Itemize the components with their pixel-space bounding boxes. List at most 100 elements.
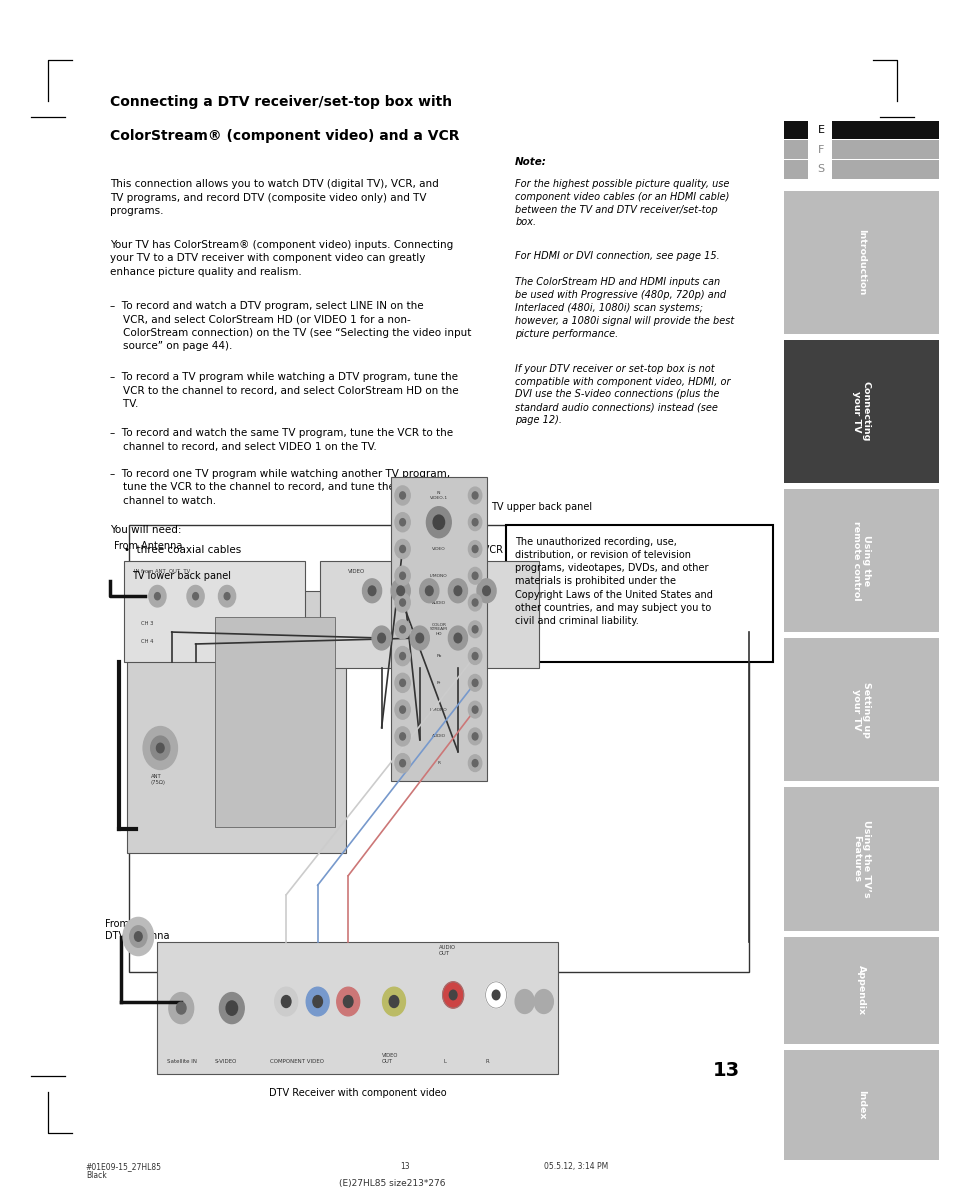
Text: –  To record and watch a DTV program, select LINE IN on the
    VCR, and select : – To record and watch a DTV program, sel… <box>110 301 471 352</box>
Text: Index: Index <box>856 1090 865 1119</box>
Text: The ColorStream HD and HDMI inputs can
be used with Progressive (480p, 720p) and: The ColorStream HD and HDMI inputs can b… <box>515 278 734 339</box>
Text: L/MONO: L/MONO <box>430 574 447 577</box>
Bar <box>783 638 938 781</box>
Circle shape <box>472 625 477 632</box>
Bar <box>783 787 938 931</box>
Circle shape <box>449 990 456 1000</box>
Circle shape <box>492 990 499 1000</box>
Circle shape <box>343 995 353 1007</box>
Text: ANT
(75Ω): ANT (75Ω) <box>151 774 166 785</box>
Text: 13: 13 <box>400 1162 410 1172</box>
Circle shape <box>224 593 230 600</box>
Circle shape <box>391 579 410 602</box>
Text: –  To record one TV program while watching another TV program,
    tune the VCR : – To record one TV program while watchin… <box>110 469 450 506</box>
Text: Pb: Pb <box>436 654 441 659</box>
Text: Note:: Note: <box>515 157 546 167</box>
Text: #01E09-15_27HL85: #01E09-15_27HL85 <box>86 1162 162 1172</box>
Circle shape <box>377 633 385 643</box>
Circle shape <box>468 540 481 557</box>
Text: The unauthorized recording, use,
distribution, or revision of television
program: The unauthorized recording, use, distrib… <box>515 537 712 626</box>
Text: Satellite IN: Satellite IN <box>167 1059 196 1064</box>
Circle shape <box>534 990 553 1013</box>
Text: Pr: Pr <box>436 681 440 685</box>
Circle shape <box>468 648 481 665</box>
Circle shape <box>395 754 410 773</box>
Circle shape <box>454 586 461 595</box>
Circle shape <box>433 515 444 530</box>
Text: IN from ANT  OUT  TV: IN from ANT OUT TV <box>133 569 190 574</box>
Circle shape <box>426 507 451 538</box>
Circle shape <box>395 727 410 746</box>
Circle shape <box>395 513 410 532</box>
Text: For HDMI or DVI connection, see page 15.: For HDMI or DVI connection, see page 15. <box>515 251 720 260</box>
Bar <box>783 191 938 334</box>
Text: F: F <box>817 144 823 155</box>
Circle shape <box>472 760 477 767</box>
Circle shape <box>425 586 433 595</box>
Bar <box>129 525 748 972</box>
Text: TV lower back panel: TV lower back panel <box>132 571 231 581</box>
Circle shape <box>515 990 534 1013</box>
Bar <box>783 340 938 483</box>
Text: VIDEO
OUT: VIDEO OUT <box>381 1053 397 1064</box>
Bar <box>783 489 938 632</box>
Text: From Antenna: From Antenna <box>114 542 183 551</box>
Text: Using the TV’s
Features: Using the TV’s Features <box>851 820 870 898</box>
Circle shape <box>274 988 297 1016</box>
Circle shape <box>468 514 481 531</box>
Text: –  To record and watch the same TV program, tune the VCR to the
    channel to r: – To record and watch the same TV progra… <box>110 428 453 452</box>
Text: COLOR
STREAM
HD: COLOR STREAM HD <box>430 623 447 636</box>
Text: S: S <box>817 165 823 174</box>
Circle shape <box>362 579 381 602</box>
Text: ColorStream® (component video) and a VCR: ColorStream® (component video) and a VCR <box>110 129 458 143</box>
Circle shape <box>395 647 410 666</box>
Circle shape <box>472 653 477 660</box>
Text: E: E <box>817 125 823 135</box>
Circle shape <box>410 626 429 650</box>
Circle shape <box>187 586 204 607</box>
Circle shape <box>219 993 244 1024</box>
Circle shape <box>476 579 496 602</box>
Circle shape <box>123 917 153 956</box>
Bar <box>783 937 938 1044</box>
Text: Black: Black <box>86 1172 107 1181</box>
Circle shape <box>281 995 291 1007</box>
Circle shape <box>395 539 410 558</box>
Text: This connection allows you to watch DTV (digital TV), VCR, and
TV programs, and : This connection allows you to watch DTV … <box>110 179 438 216</box>
Circle shape <box>472 545 477 552</box>
Text: VIDEO: VIDEO <box>432 548 445 551</box>
Circle shape <box>382 988 405 1016</box>
Text: R: R <box>485 1059 489 1064</box>
Circle shape <box>399 679 405 686</box>
Circle shape <box>176 1002 186 1014</box>
Text: Connecting
your TV: Connecting your TV <box>851 382 870 441</box>
Text: R: R <box>436 761 440 765</box>
Circle shape <box>149 586 166 607</box>
Circle shape <box>395 593 410 612</box>
Circle shape <box>399 760 405 767</box>
Text: AUDIO: AUDIO <box>405 569 423 574</box>
Circle shape <box>372 626 391 650</box>
Text: AUDIO
OUT: AUDIO OUT <box>438 945 456 956</box>
Circle shape <box>396 586 404 595</box>
Bar <box>391 477 486 781</box>
Circle shape <box>134 932 142 941</box>
Text: 13: 13 <box>712 1061 739 1080</box>
Circle shape <box>336 988 359 1016</box>
Circle shape <box>399 653 405 660</box>
Text: VIDEO: VIDEO <box>348 569 365 574</box>
Bar <box>783 1050 938 1160</box>
Circle shape <box>468 487 481 503</box>
Circle shape <box>151 736 170 760</box>
Circle shape <box>472 519 477 526</box>
Text: L: L <box>443 1059 446 1064</box>
Text: Connecting a DTV receiver/set-top box with: Connecting a DTV receiver/set-top box wi… <box>110 95 452 110</box>
Circle shape <box>395 700 410 719</box>
Circle shape <box>399 733 405 740</box>
Circle shape <box>399 519 405 526</box>
Text: L: L <box>415 577 417 582</box>
Bar <box>127 591 346 853</box>
Text: DTV Receiver with component video: DTV Receiver with component video <box>269 1088 446 1098</box>
Bar <box>214 617 335 827</box>
Circle shape <box>169 993 193 1024</box>
